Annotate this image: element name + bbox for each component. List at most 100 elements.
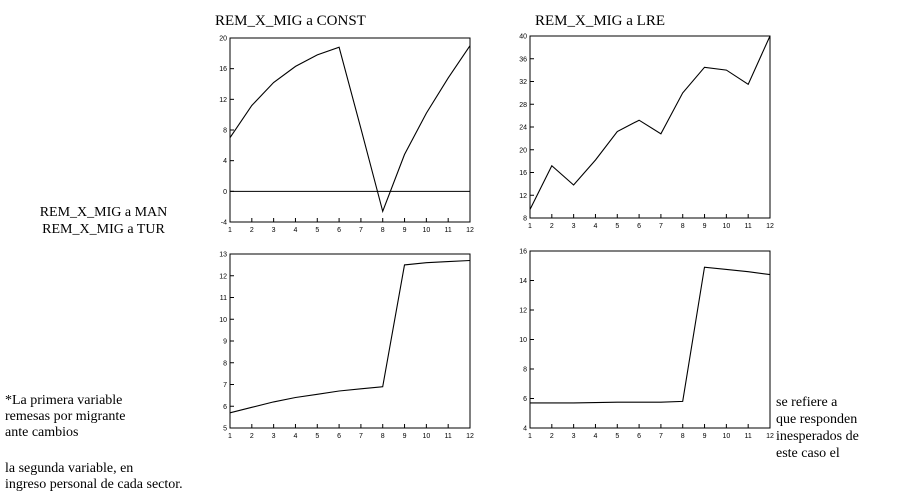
note-left-line-4: la segunda variable, en bbox=[5, 461, 134, 476]
x-tick-label: 2 bbox=[250, 433, 254, 440]
x-tick-label: 5 bbox=[315, 433, 319, 440]
x-tick-label: 9 bbox=[403, 433, 407, 440]
x-tick-label: 10 bbox=[722, 433, 730, 440]
y-tick-label: 32 bbox=[519, 79, 527, 86]
x-tick-label: 12 bbox=[466, 433, 474, 440]
x-tick-label: 2 bbox=[250, 227, 254, 234]
x-tick-label: 1 bbox=[528, 433, 532, 440]
y-tick-label: 12 bbox=[519, 193, 527, 200]
y-tick-label: 7 bbox=[223, 382, 227, 389]
x-tick-label: 6 bbox=[637, 433, 641, 440]
y-tick-label: 16 bbox=[519, 249, 527, 256]
x-tick-label: 9 bbox=[403, 227, 407, 234]
y-tick-label: 40 bbox=[519, 34, 527, 41]
note-left-line-5: ingreso personal de cada sector. bbox=[5, 477, 183, 492]
y-tick-label: 8 bbox=[523, 216, 527, 223]
y-tick-label: 6 bbox=[523, 396, 527, 403]
y-tick-label: 28 bbox=[519, 102, 527, 109]
x-tick-label: 11 bbox=[445, 433, 452, 440]
chart-title-lre: REM_X_MIG a LRE bbox=[535, 13, 665, 29]
x-tick-label: 12 bbox=[766, 433, 774, 440]
y-tick-label: 11 bbox=[220, 295, 227, 302]
y-tick-label: 8 bbox=[223, 360, 227, 367]
x-tick-label: 8 bbox=[681, 433, 685, 440]
x-tick-label: 6 bbox=[637, 223, 641, 230]
y-tick-label: 4 bbox=[523, 426, 527, 433]
x-tick-label: 4 bbox=[294, 433, 298, 440]
x-tick-label: 10 bbox=[422, 433, 430, 440]
y-tick-label: 10 bbox=[219, 317, 227, 324]
x-tick-label: 10 bbox=[422, 227, 430, 234]
x-tick-label: 6 bbox=[337, 227, 341, 234]
x-tick-label: 8 bbox=[381, 227, 385, 234]
note-left-line-3: ante cambios bbox=[5, 425, 79, 440]
y-tick-label: 12 bbox=[219, 97, 227, 104]
plot-frame bbox=[229, 37, 471, 223]
x-tick-label: 1 bbox=[528, 223, 532, 230]
y-tick-label: 9 bbox=[223, 339, 227, 346]
x-tick-label: 7 bbox=[659, 433, 663, 440]
y-tick-label: 8 bbox=[523, 367, 527, 374]
x-tick-label: 12 bbox=[766, 223, 774, 230]
x-tick-label: 5 bbox=[615, 433, 619, 440]
y-tick-label: 12 bbox=[219, 273, 227, 280]
y-tick-label: 6 bbox=[223, 404, 227, 411]
y-tick-label: 5 bbox=[223, 426, 227, 433]
note-right-line-1: se refiere a bbox=[776, 395, 838, 410]
y-tick-label: 36 bbox=[519, 56, 527, 63]
x-tick-label: 3 bbox=[272, 227, 276, 234]
y-tick-label: 13 bbox=[219, 252, 227, 259]
y-tick-label: 0 bbox=[223, 189, 227, 196]
x-tick-label: 7 bbox=[359, 433, 363, 440]
chart-title-const: REM_X_MIG a CONST bbox=[215, 13, 366, 29]
y-tick-label: 16 bbox=[219, 66, 227, 73]
x-tick-label: 5 bbox=[615, 223, 619, 230]
y-tick-label: -4 bbox=[221, 220, 227, 227]
series-line bbox=[530, 266, 771, 404]
series-line bbox=[529, 35, 771, 210]
y-tick-label: 16 bbox=[519, 170, 527, 177]
x-tick-label: 2 bbox=[550, 433, 554, 440]
x-tick-label: 7 bbox=[359, 227, 363, 234]
x-tick-label: 11 bbox=[745, 223, 752, 230]
plot-frame bbox=[229, 253, 471, 429]
series-line bbox=[229, 45, 471, 214]
x-tick-label: 9 bbox=[703, 223, 707, 230]
x-tick-label: 9 bbox=[703, 433, 707, 440]
y-tick-label: 20 bbox=[519, 147, 527, 154]
left-label-tur: REM_X_MIG a TUR bbox=[42, 222, 165, 237]
note-left-line-2: remesas por migrante bbox=[5, 409, 126, 424]
left-label-man: REM_X_MIG a MAN bbox=[39, 205, 168, 220]
x-tick-label: 10 bbox=[722, 223, 730, 230]
x-tick-label: 3 bbox=[572, 223, 576, 230]
note-right-line-2: que responden bbox=[776, 412, 858, 427]
x-tick-label: 4 bbox=[594, 223, 598, 230]
y-tick-label: 14 bbox=[519, 278, 527, 285]
x-tick-label: 3 bbox=[272, 433, 276, 440]
x-tick-label: 5 bbox=[315, 227, 319, 234]
series-line bbox=[229, 259, 471, 414]
x-tick-label: 8 bbox=[681, 223, 685, 230]
x-tick-label: 1 bbox=[228, 227, 232, 234]
x-tick-label: 12 bbox=[466, 227, 474, 234]
x-tick-label: 8 bbox=[381, 433, 385, 440]
y-tick-label: 8 bbox=[223, 128, 227, 135]
x-tick-label: 11 bbox=[745, 433, 752, 440]
y-tick-label: 24 bbox=[519, 125, 527, 132]
x-tick-label: 2 bbox=[550, 223, 554, 230]
x-tick-label: 6 bbox=[337, 433, 341, 440]
y-tick-label: 20 bbox=[219, 36, 227, 43]
note-right-line-4: este caso el bbox=[776, 446, 840, 461]
plot-frame bbox=[529, 250, 771, 429]
note-left-line-1: *La primera variable bbox=[5, 393, 123, 408]
x-tick-label: 4 bbox=[294, 227, 298, 234]
y-tick-label: 10 bbox=[519, 337, 527, 344]
x-tick-label: 3 bbox=[572, 433, 576, 440]
x-tick-label: 1 bbox=[228, 433, 232, 440]
y-tick-label: 12 bbox=[519, 308, 527, 315]
x-tick-label: 7 bbox=[659, 223, 663, 230]
